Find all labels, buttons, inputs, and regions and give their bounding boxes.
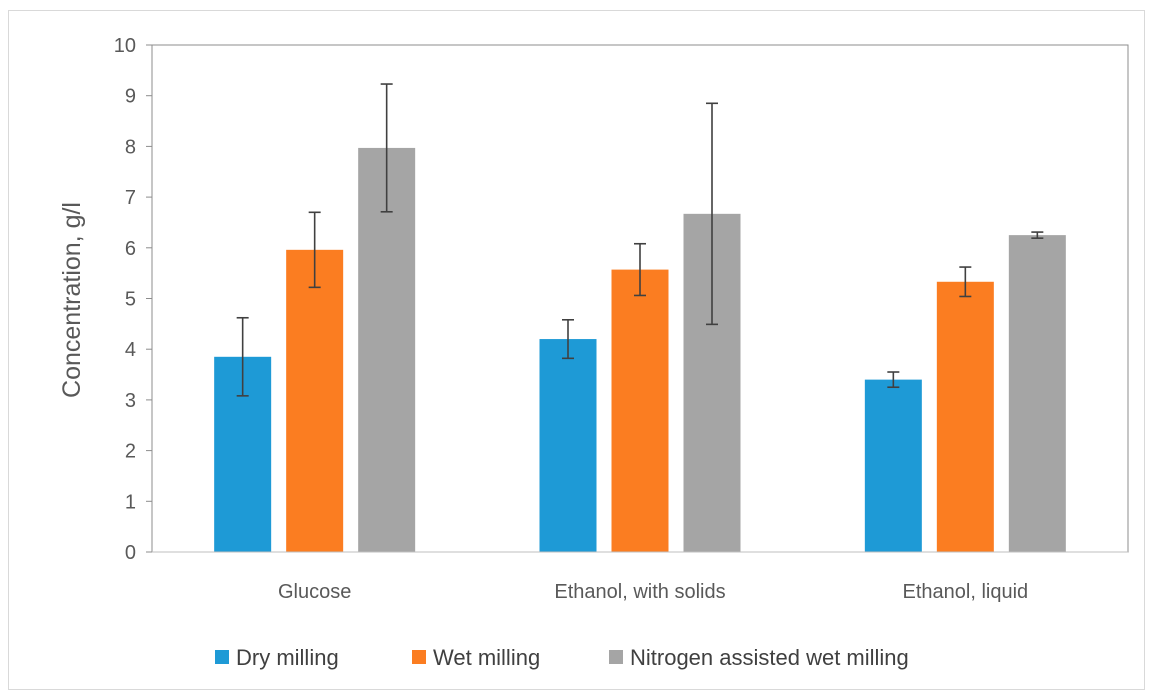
y-axis: 0 1 2 3 4 5 6 7 8 9 10 xyxy=(114,35,153,564)
bar xyxy=(936,281,994,552)
bar xyxy=(358,147,416,552)
legend-label: Nitrogen assisted wet milling xyxy=(630,645,909,670)
legend-label: Wet milling xyxy=(433,645,540,670)
y-tick-label: 5 xyxy=(125,289,136,311)
y-tick-label: 1 xyxy=(125,491,136,513)
x-axis: Glucose Ethanol, with solids Ethanol, liqu… xyxy=(152,551,1128,603)
x-tick-label: Ethanol, with solids xyxy=(554,581,725,603)
bar xyxy=(286,249,344,552)
y-tick-label: 6 xyxy=(125,238,136,260)
y-tick-label: 8 xyxy=(125,136,136,158)
legend-swatch xyxy=(412,650,426,664)
bar xyxy=(1008,235,1066,552)
legend-swatch xyxy=(609,650,623,664)
y-tick-label: 2 xyxy=(125,441,136,463)
error-bars-group xyxy=(236,83,1044,397)
y-tick-label: 9 xyxy=(125,86,136,108)
x-tick-label: Glucose xyxy=(278,581,351,603)
bar xyxy=(864,379,922,552)
y-tick-label: 3 xyxy=(125,390,136,412)
legend-label: Dry milling xyxy=(236,645,339,670)
legend: Dry milling Wet milling Nitrogen assisted … xyxy=(215,645,909,670)
y-tick-label: 4 xyxy=(125,339,136,361)
bars-group xyxy=(214,147,1066,552)
y-tick-label: 10 xyxy=(114,35,136,57)
legend-swatch xyxy=(215,650,229,664)
bar xyxy=(611,269,669,552)
bar xyxy=(539,339,597,552)
y-axis-title: Concentration, g/l xyxy=(58,202,86,398)
y-tick-label: 0 xyxy=(125,542,136,564)
y-tick-label: 7 xyxy=(125,187,136,209)
x-tick-label: Ethanol, liquid xyxy=(903,581,1029,603)
